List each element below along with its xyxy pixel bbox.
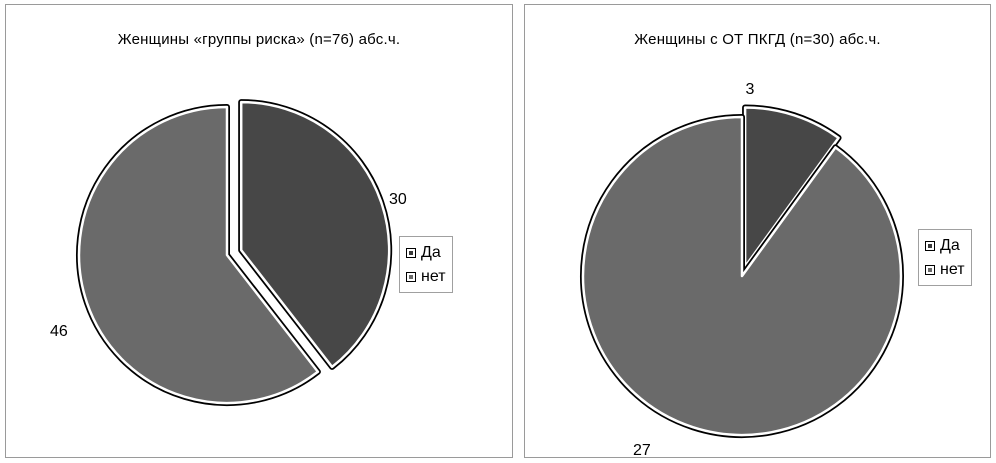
legend: Да нет (399, 236, 453, 293)
pie-chart: 3 27 (580, 81, 904, 459)
legend-label: нет (421, 268, 446, 285)
legend-item-yes: Да (925, 234, 965, 258)
legend-label: Да (940, 237, 960, 254)
data-label: 46 (50, 323, 68, 340)
legend-label: Да (421, 244, 441, 261)
legend-swatch (406, 248, 416, 258)
chart-title: Женщины с ОТ ПКГД (n=30) абс.ч. (634, 31, 881, 48)
legend-label: нет (940, 261, 965, 278)
pie-slice-yes (743, 106, 840, 268)
chart-panel-risk-group: Женщины «группы риска» (n=76) абс.ч. 30 4… (5, 4, 513, 458)
legend-item-yes: Да (406, 241, 446, 265)
data-label: 3 (746, 81, 755, 98)
data-label: 30 (389, 191, 407, 208)
legend-swatch (925, 241, 935, 251)
legend-item-no: нет (406, 265, 446, 289)
pie-chart: 30 46 (50, 99, 407, 406)
pie-slice-no (77, 105, 320, 405)
chart-panel-ot-pkgd: Женщины с ОТ ПКГД (n=30) абс.ч. 3 27 Да н… (524, 4, 991, 459)
pie-slice-yes (239, 100, 391, 369)
legend-item-no: нет (925, 258, 965, 282)
chart-title: Женщины «группы риска» (n=76) абс.ч. (117, 31, 401, 48)
legend-swatch (406, 272, 416, 282)
data-label: 27 (633, 442, 651, 459)
legend: Да нет (918, 229, 972, 286)
pie-slice-no (581, 115, 903, 437)
legend-swatch (925, 265, 935, 275)
